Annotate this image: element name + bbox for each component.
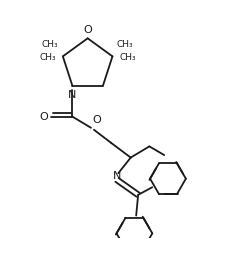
Text: N: N <box>113 171 121 181</box>
Text: O: O <box>92 115 101 125</box>
Text: CH₃: CH₃ <box>119 53 136 62</box>
Text: CH₃: CH₃ <box>42 41 58 49</box>
Text: CH₃: CH₃ <box>39 53 56 62</box>
Text: N: N <box>68 90 76 100</box>
Text: O: O <box>39 112 48 122</box>
Text: O: O <box>83 25 92 35</box>
Text: CH₃: CH₃ <box>117 41 134 49</box>
